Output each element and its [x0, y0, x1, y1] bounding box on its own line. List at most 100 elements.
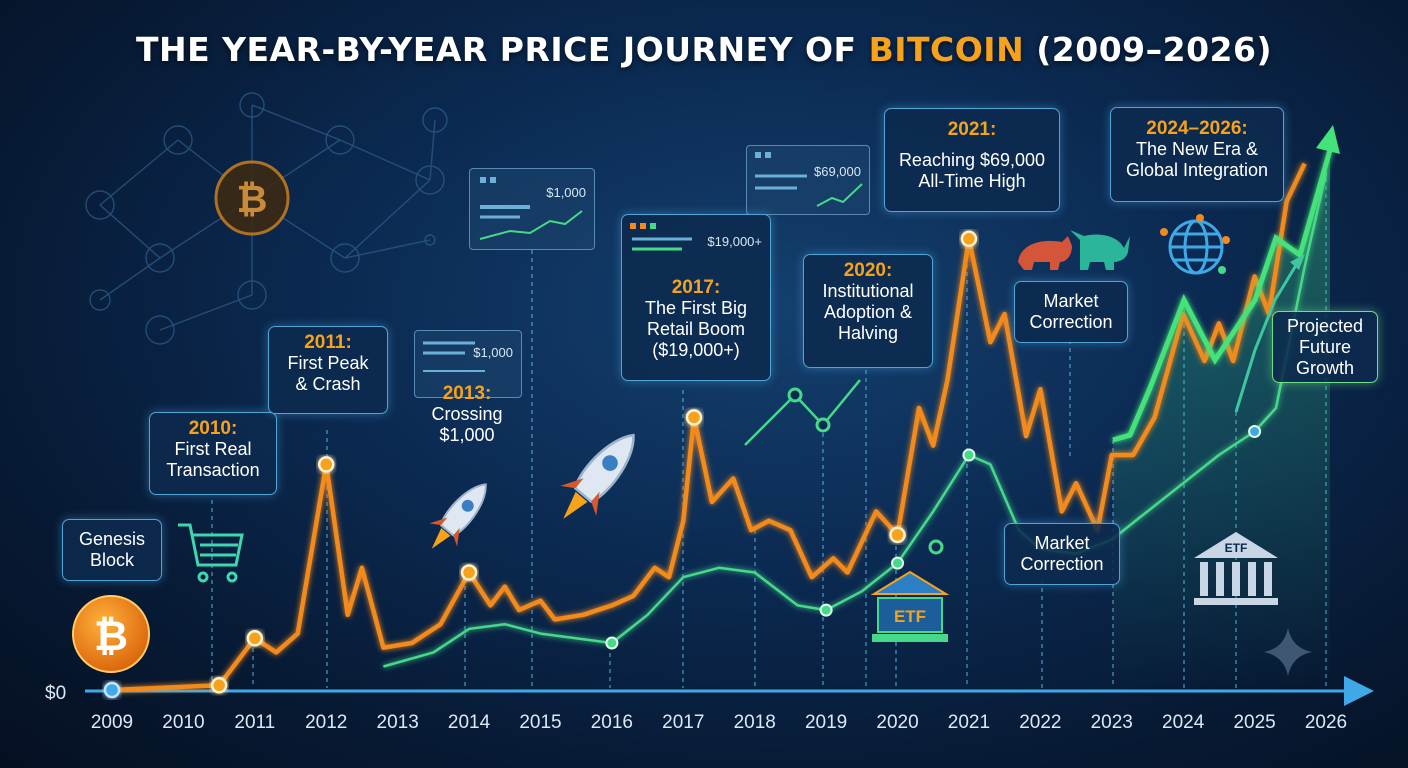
annotation-line: & Crash [295, 374, 361, 394]
trend-data-point [819, 603, 833, 617]
x-tick-label: 2011 [234, 712, 276, 733]
price-data-point [210, 677, 228, 694]
x-tick-label: 2024 [1162, 712, 1205, 733]
x-tick-label: 2026 [1304, 712, 1348, 733]
trend-data-point [1248, 425, 1262, 438]
label-line: Market [1043, 291, 1099, 311]
annotation-line: ($19,000+) [652, 340, 740, 360]
price-panel: $69,000 [746, 145, 870, 215]
annotation-year: 2020: [843, 260, 893, 281]
title-prefix: THE YEAR-BY-YEAR PRICE JOURNEY OF [135, 30, 869, 69]
annotation-2011: 2011: First Peak & Crash [268, 326, 388, 414]
projected-growth-line [1112, 149, 1333, 443]
mini-trend-line [744, 379, 861, 446]
annotation-2020: 2020: Institutional Adoption & Halving [803, 254, 933, 368]
x-tick-label: 2020 [876, 712, 919, 733]
label-line: Block [89, 550, 134, 570]
annotation-line: Adoption & [823, 302, 913, 322]
price-data-point [685, 409, 703, 426]
x-tick-label: 2010 [162, 712, 205, 733]
x-tick-label: 2022 [1019, 712, 1062, 733]
price-data-point [460, 564, 478, 581]
annotation-line: Halving [837, 323, 899, 343]
label-line: Future [1298, 337, 1352, 357]
trend-data-point [962, 448, 976, 462]
y-zero-label: $0 [45, 683, 67, 704]
price-panel: $1,000 [414, 330, 522, 398]
x-tick-label: 2018 [733, 712, 776, 733]
mini-trend-dot [815, 417, 831, 433]
annotation-2013: 2013: Crossing $1,000 [414, 378, 520, 458]
x-tick-label: 2023 [1090, 712, 1133, 733]
x-tick-label: 2014 [447, 712, 491, 733]
panel-value: $1,000 [473, 345, 513, 360]
annotation-line: First Peak [287, 353, 369, 373]
panel-value: $69,000 [814, 164, 861, 179]
label-line: Projected [1286, 316, 1364, 336]
annotation-line: Crossing [431, 404, 503, 424]
label-line: Correction [1020, 554, 1104, 574]
annotation-line: The First Big [644, 298, 748, 318]
x-tick-label: 2019 [804, 712, 848, 733]
svg-text:₿: ₿ [237, 177, 268, 221]
panel-browser-icon [630, 223, 692, 251]
price-data-point [103, 681, 121, 699]
price-data-point [960, 230, 978, 248]
annotation-line: All-Time High [918, 171, 1026, 191]
price-data-point [246, 630, 264, 647]
annotation-year: 2024–2026: [1146, 118, 1248, 139]
annotation-line: The New Era & [1135, 139, 1259, 159]
annotation-year: 2021: [947, 119, 997, 140]
label-line: Growth [1295, 358, 1355, 378]
trend-series-line [383, 172, 1328, 668]
x-tick-label: 2013 [376, 712, 419, 733]
panel-value: $1,000 [546, 185, 586, 200]
annotation-line: First Real [174, 439, 252, 459]
market-correction-top: Market Correction [1014, 281, 1128, 343]
network-bitcoin-node: ₿ [214, 160, 290, 236]
price-series-line [111, 162, 1307, 693]
annotation-2024-2026: 2024–2026: The New Era & Global Integrat… [1110, 107, 1284, 202]
annotation-year: 2017: [671, 277, 721, 298]
annotation-line: Retail Boom [646, 319, 746, 339]
title-suffix: (2009–2026) [1024, 30, 1273, 69]
annotation-2021: 2021: Reaching $69,000 All-Time High [884, 108, 1060, 212]
annotation-year: 2010: [188, 418, 238, 439]
price-panel: $1,000 [469, 168, 595, 250]
x-tick-label: 2025 [1233, 712, 1276, 733]
annotation-line: Global Integration [1125, 160, 1269, 180]
projected-arrow-head [1316, 125, 1340, 154]
projected-growth-label: Projected Future Growth [1272, 311, 1378, 383]
annotation-year: 2011: [304, 332, 352, 353]
page-title: THE YEAR-BY-YEAR PRICE JOURNEY OF BITCOI… [0, 30, 1408, 69]
x-tick-label: 2012 [305, 712, 348, 733]
secondary-projection-line [1234, 261, 1300, 413]
annotation-year: 2013: [442, 383, 492, 404]
mini-trend-dot [787, 387, 803, 403]
x-tick-label: 2009 [90, 712, 134, 733]
price-data-point [889, 526, 906, 544]
secondary-arrow-head [1290, 254, 1305, 270]
label-line: Correction [1029, 312, 1113, 332]
annotation-2017: $19,000+ 2017: The First Big Retail Boom… [621, 214, 771, 381]
price-data-point [317, 456, 335, 473]
annotation-line: Transaction [166, 460, 260, 480]
trend-data-point [605, 636, 619, 650]
annotation-2010: 2010: First Real Transaction [149, 412, 277, 495]
panel-value: $19,000+ [707, 234, 762, 249]
trend-data-point [891, 556, 905, 570]
label-line: Genesis [78, 529, 146, 549]
mini-trend-dot [928, 539, 944, 555]
genesis-block-label: Genesis Block [62, 519, 162, 581]
title-highlight: BITCOIN [868, 30, 1025, 69]
annotation-line: Institutional [822, 281, 914, 301]
annotation-line: Reaching $69,000 [898, 150, 1046, 170]
annotation-line: $1,000 [439, 425, 495, 445]
x-tick-label: 2015 [519, 712, 562, 733]
x-tick-label: 2017 [662, 712, 705, 733]
x-tick-label: 2021 [947, 712, 991, 733]
label-line: Market [1034, 533, 1090, 553]
x-tick-label: 2016 [590, 712, 634, 733]
